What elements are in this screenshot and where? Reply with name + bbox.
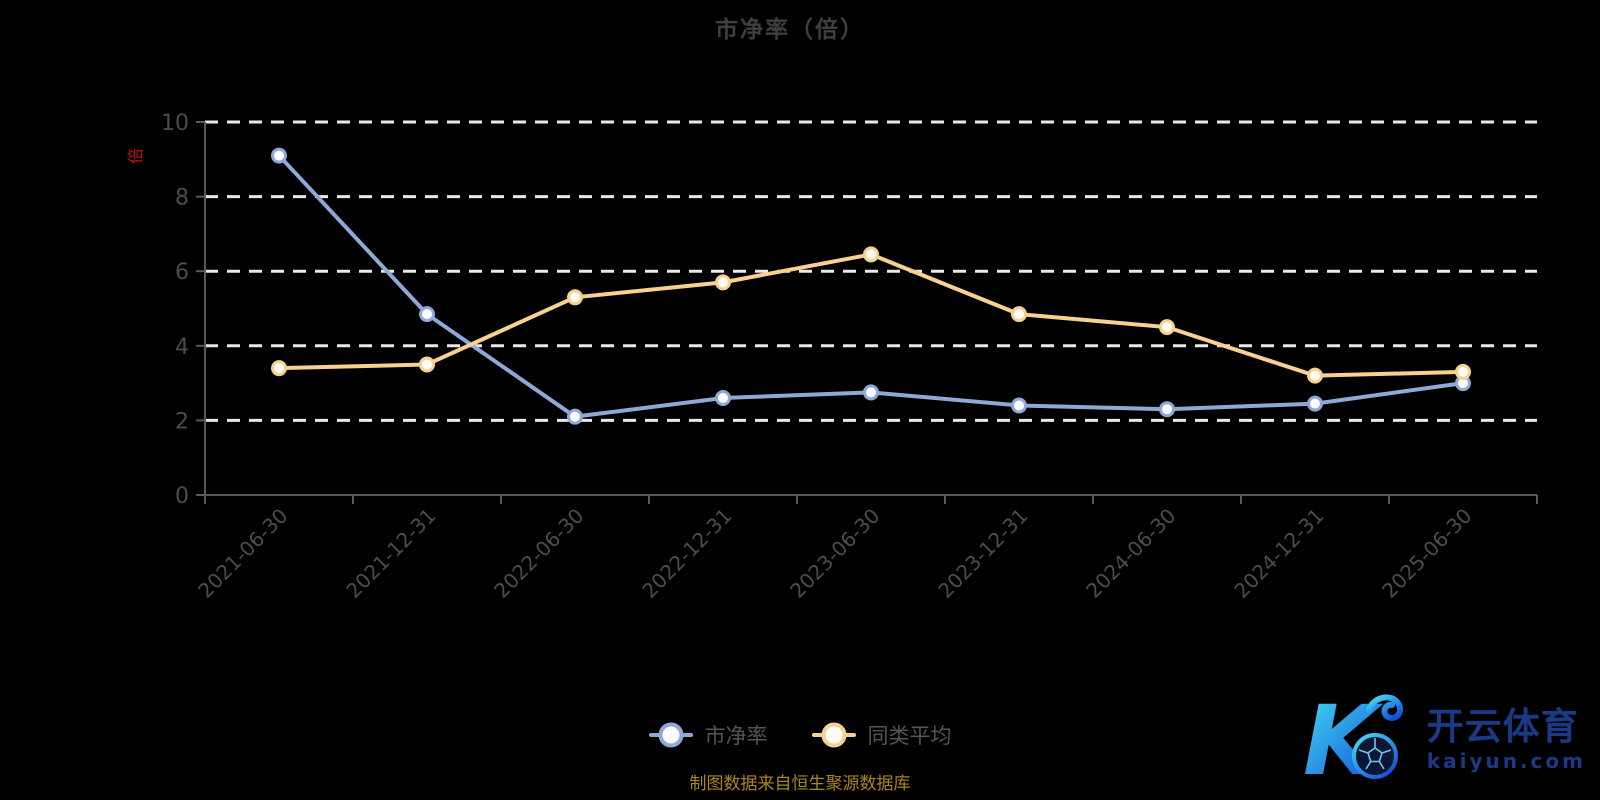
legend-label: 同类平均: [867, 724, 952, 748]
legend-label: 市净率: [704, 724, 768, 748]
series-line-市净率: [277, 153, 1465, 419]
data-point-市净率-2024-12-31: [1307, 395, 1323, 412]
legend-item-同类平均[interactable]: 同类平均: [811, 720, 952, 750]
kaiyun-wordmark: 开云体育 kaiyun.com: [1426, 704, 1586, 774]
chart-legend: 市净率 同类平均: [0, 716, 1600, 754]
chart-title: 市净率（倍）: [715, 17, 865, 43]
data-point-同类平均-2021-12-31: [419, 356, 435, 373]
x-axis-label-2021-06-30: 2021-06-30: [193, 504, 292, 603]
legend-marker-icon: [648, 722, 693, 748]
kaiyun-logo: K: [1303, 690, 1403, 790]
y-axis-tick-label: 0: [175, 484, 189, 509]
legend-circle: [658, 722, 683, 748]
data-point-同类平均-2024-12-31: [1307, 367, 1323, 384]
data-point-同类平均-2022-06-30: [567, 289, 583, 306]
data-point-市净率-2023-06-30: [863, 384, 879, 401]
y-axis-tick-label: 8: [175, 186, 189, 211]
x-axis-label-2023-06-30: 2023-06-30: [785, 504, 884, 603]
y-axis-tick-label: 10: [161, 111, 189, 136]
data-point-同类平均-2021-06-30: [271, 360, 287, 377]
brand-name: 开云体育: [1426, 704, 1579, 748]
data-point-市净率-2024-06-30: [1159, 401, 1175, 418]
data-point-市净率-2022-12-31: [715, 390, 731, 407]
data-point-同类平均-2024-06-30: [1159, 319, 1175, 336]
data-point-市净率-2021-12-31: [419, 306, 435, 323]
y-axis-tick-label: 4: [175, 335, 189, 360]
data-source-note: 制图数据来自恒生聚源数据库: [689, 774, 911, 794]
data-point-同类平均-2023-12-31: [1011, 306, 1027, 323]
soccer-ball-icon: [1351, 733, 1398, 779]
data-point-市净率-2022-06-30: [567, 408, 583, 425]
data-point-同类平均-2023-06-30: [863, 246, 879, 263]
x-axis-label-2022-12-31: 2022-12-31: [637, 504, 736, 603]
x-axis-label-2024-06-30: 2024-06-30: [1081, 504, 1180, 603]
x-axis-label-2025-06-30: 2025-06-30: [1377, 504, 1476, 603]
y-axis-tick-label: 2: [175, 409, 189, 434]
brand-domain: kaiyun.com: [1426, 749, 1586, 774]
y-axis-tick-label: 6: [175, 260, 189, 285]
kaiyun-watermark[interactable]: K 开云体育 kaiyun.com: [1303, 690, 1586, 790]
legend-marker-icon: [811, 722, 856, 748]
legend-circle: [821, 722, 846, 748]
swirl-flourish: [1365, 694, 1403, 721]
data-point-同类平均-2022-12-31: [715, 274, 731, 291]
line-chart-plot: 0 2 4 6 8 10 2021-06-30 2021-12-31 2022-06-30 202…: [161, 111, 1538, 603]
x-axis-label-2023-12-31: 2023-12-31: [933, 504, 1032, 603]
legend-item-市净率[interactable]: 市净率: [648, 720, 768, 750]
x-axis-label-2022-06-30: 2022-06-30: [489, 504, 588, 603]
data-point-市净率-2023-12-31: [1011, 397, 1027, 414]
x-axis-label-2021-12-31: 2021-12-31: [341, 504, 440, 603]
data-point-市净率-2021-06-30: [271, 147, 287, 164]
data-point-同类平均-2025-06-30: [1455, 363, 1471, 380]
x-axis-label-2024-12-31: 2024-12-31: [1229, 504, 1328, 603]
